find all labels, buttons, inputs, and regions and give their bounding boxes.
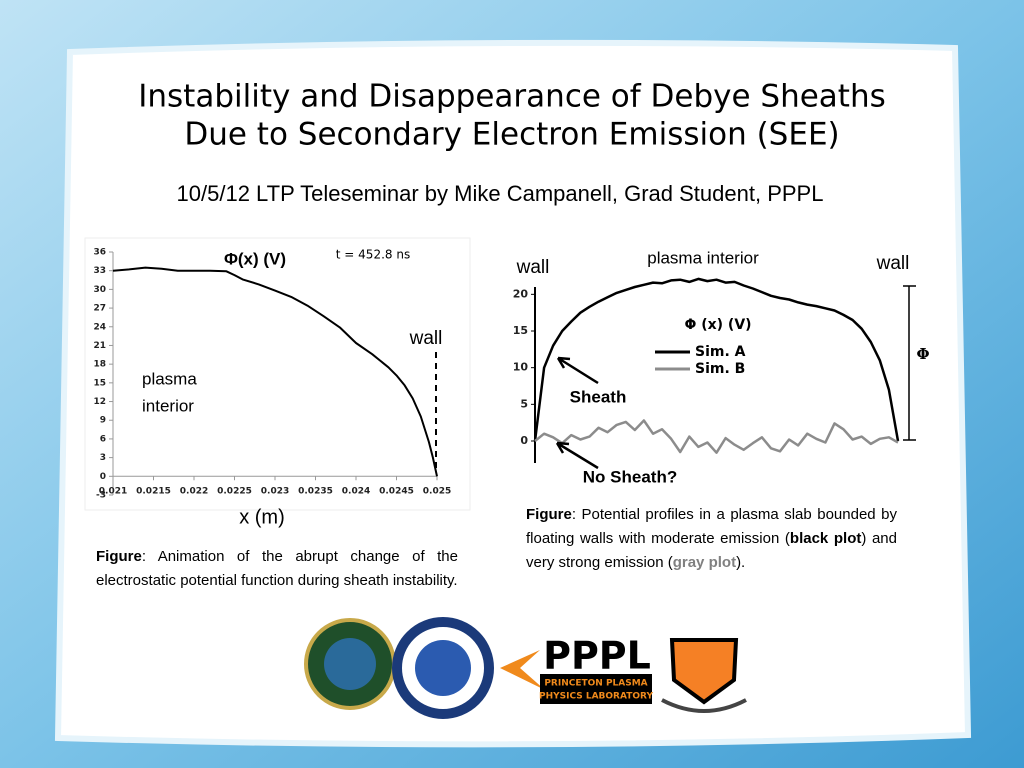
- logos: [304, 617, 747, 719]
- pppl-logo-sub: PRINCETON PLASMA: [544, 679, 647, 689]
- x-tick-label: 0.021: [99, 487, 127, 497]
- caption-segment: gray plot: [672, 554, 737, 571]
- x-tick-label: 0.025: [423, 487, 451, 497]
- y-tick-label: 9: [100, 416, 106, 426]
- phi-bracket: [903, 285, 916, 441]
- y-tick-label: 27: [93, 304, 106, 314]
- y-tick-label: 5: [520, 397, 528, 410]
- princeton-shield: [669, 638, 739, 705]
- figure-frame: [84, 237, 471, 511]
- y-tick-label: 10: [513, 361, 529, 374]
- y-tick-label: -3: [96, 491, 106, 501]
- title: Instability and Disappearance of Debye S…: [138, 79, 886, 115]
- pppl-star: [500, 650, 545, 690]
- caption-segment: Figure: [526, 506, 572, 523]
- annotation: plasma: [142, 369, 197, 388]
- y-tick-label: 0: [520, 434, 528, 447]
- princeton-ribbon: [661, 698, 747, 713]
- pppl-logo-sub: PHYSICS LABORATORY: [539, 692, 653, 702]
- caption-segment: ).: [736, 554, 746, 571]
- x-tick-label: 0.022: [180, 487, 208, 497]
- y-tick-label: 20: [513, 287, 529, 300]
- x-tick-label: 0.0245: [379, 487, 414, 497]
- annotation: Φ (x) (V): [684, 317, 751, 333]
- annotation: Φ: [916, 345, 929, 363]
- doe-seal-center: [324, 638, 376, 690]
- y-tick-label: 18: [93, 360, 106, 370]
- x-tick-label: 0.0225: [217, 487, 252, 497]
- y-tick-label: 30: [93, 285, 106, 295]
- annotation: Sheath: [570, 387, 627, 406]
- annotation: Φ(x) (V): [224, 249, 286, 268]
- legend-label: Sim. B: [695, 361, 745, 377]
- caption-right: Figure: Potential profiles in a plasma s…: [526, 503, 897, 575]
- y-tick-label: 6: [100, 434, 106, 444]
- y-tick-label: 15: [93, 378, 106, 388]
- y-tick-label: 12: [93, 397, 106, 407]
- y-tick-label: 36: [93, 248, 106, 258]
- caption-segment: : Animation of the abrupt change of the …: [96, 548, 458, 589]
- annotation: wall: [409, 328, 443, 349]
- annotation: No Sheath?: [583, 467, 677, 486]
- legend-label: Sim. A: [695, 344, 746, 360]
- x-axis-label: x (m): [239, 506, 285, 528]
- annotation: wall: [876, 253, 910, 274]
- pppl-band: [540, 674, 652, 704]
- caption-segment: ) and very strong emission (: [526, 530, 897, 571]
- x-tick-label: 0.023: [261, 487, 289, 497]
- series-line: [112, 266, 438, 477]
- annotation: wall: [516, 257, 550, 278]
- y-tick-label: 24: [93, 322, 106, 332]
- arrow: [556, 356, 599, 385]
- annotation: t = 452.8 ns: [336, 248, 410, 262]
- card: [54, 39, 972, 748]
- x-tick-label: 0.0235: [298, 487, 333, 497]
- annotation: plasma interior: [647, 248, 759, 267]
- series-line: [534, 419, 899, 454]
- caption-left: Figure: Animation of the abrupt change o…: [96, 545, 458, 593]
- caption-segment: black plot: [789, 530, 862, 547]
- caption-segment: : Potential profiles in a plasma slab bo…: [526, 506, 897, 547]
- annotation: interior: [142, 396, 194, 415]
- series-line: [533, 277, 900, 442]
- subtitle: 10/5/12 LTP Teleseminar by Mike Campanel…: [177, 181, 824, 206]
- y-tick-label: 15: [513, 324, 528, 337]
- y-tick-label: 0: [100, 472, 106, 482]
- afosr-seal-center: [415, 640, 471, 696]
- chart-right: 0 5 10 15 20 wall plasma interior wall Φ (x) (V)…: [513, 248, 930, 486]
- arrow: [555, 441, 599, 470]
- x-tick-label: 0.0215: [136, 487, 171, 497]
- y-tick-label: 33: [93, 266, 106, 276]
- y-tick-label: 3: [100, 453, 106, 463]
- x-tick-label: 0.024: [342, 487, 370, 497]
- caption-segment: Figure: [96, 548, 142, 565]
- pppl-logo-text: PPPL: [543, 634, 651, 678]
- y-tick-label: 21: [93, 341, 106, 351]
- title: Due to Secondary Electron Emission (SEE): [184, 117, 839, 153]
